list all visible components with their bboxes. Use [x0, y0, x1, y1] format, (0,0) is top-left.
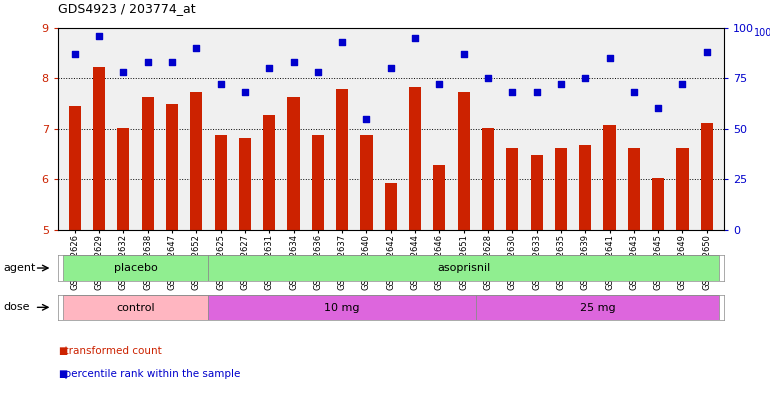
Text: percentile rank within the sample: percentile rank within the sample — [58, 369, 240, 379]
Bar — [482, 128, 494, 230]
Point — [579, 75, 591, 81]
Point — [409, 35, 421, 41]
Point — [93, 33, 105, 39]
Bar — [190, 92, 203, 230]
Point — [506, 89, 518, 95]
Text: agent: agent — [4, 263, 36, 273]
Bar — [166, 105, 178, 230]
Bar — [209, 295, 476, 320]
Point — [312, 69, 324, 75]
Bar — [215, 135, 226, 230]
Point — [628, 89, 640, 95]
Bar — [360, 135, 373, 230]
Text: dose: dose — [4, 302, 30, 312]
Point — [676, 81, 688, 87]
Point — [385, 65, 397, 71]
Bar — [93, 67, 105, 230]
Bar — [142, 97, 154, 230]
Text: ■: ■ — [58, 346, 67, 356]
Bar — [409, 87, 421, 230]
Text: asoprisnil: asoprisnil — [437, 263, 490, 273]
Point — [117, 69, 129, 75]
Point — [701, 49, 713, 55]
Point — [336, 39, 348, 45]
Bar — [555, 148, 567, 230]
Bar — [676, 148, 688, 230]
Point — [434, 81, 446, 87]
Point — [554, 81, 567, 87]
Text: 10 mg: 10 mg — [324, 303, 360, 312]
Point — [604, 55, 616, 61]
Bar — [336, 89, 348, 230]
Point — [69, 51, 81, 57]
Point — [652, 105, 665, 112]
Bar — [385, 184, 397, 230]
Point — [457, 51, 470, 57]
Point — [360, 116, 373, 122]
Text: transformed count: transformed count — [58, 346, 162, 356]
Text: GDS4923 / 203774_at: GDS4923 / 203774_at — [58, 2, 196, 15]
Bar — [263, 114, 276, 230]
Bar — [62, 255, 209, 281]
Bar — [434, 165, 446, 230]
Point — [142, 59, 154, 65]
Point — [287, 59, 300, 65]
Bar — [604, 125, 616, 230]
Point — [215, 81, 227, 87]
Point — [239, 89, 251, 95]
Point — [166, 59, 178, 65]
Point — [263, 65, 276, 71]
Text: placebo: placebo — [114, 263, 157, 273]
Bar — [117, 128, 129, 230]
Bar — [579, 145, 591, 230]
Text: control: control — [116, 303, 155, 312]
Point — [190, 45, 203, 51]
Point — [482, 75, 494, 81]
Bar — [652, 178, 665, 230]
Bar — [457, 92, 470, 230]
Bar — [628, 148, 640, 230]
Bar — [701, 123, 713, 230]
Text: 100%: 100% — [754, 28, 770, 37]
Text: ■: ■ — [58, 369, 67, 379]
Bar — [69, 106, 81, 230]
Bar — [239, 138, 251, 230]
Bar — [531, 155, 543, 230]
Text: 25 mg: 25 mg — [580, 303, 615, 312]
Point — [531, 89, 543, 95]
Bar — [506, 148, 518, 230]
Bar — [209, 255, 719, 281]
Bar — [287, 97, 300, 230]
Bar — [62, 295, 209, 320]
Bar — [312, 135, 324, 230]
Bar — [476, 295, 719, 320]
